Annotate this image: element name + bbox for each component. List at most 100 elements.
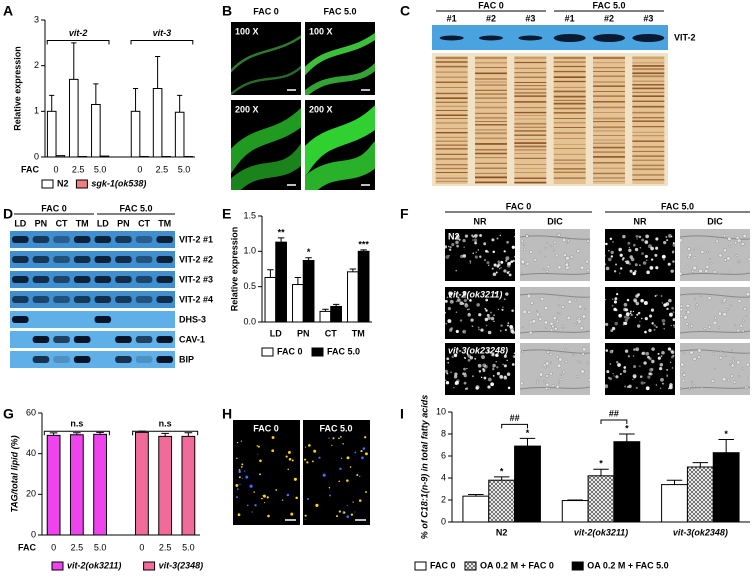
error-bar — [693, 463, 708, 467]
lipid-droplet — [472, 375, 474, 377]
lipid-droplet — [651, 258, 653, 260]
lipid-droplet — [488, 331, 492, 335]
granule — [570, 256, 573, 259]
lipid-droplet — [670, 269, 673, 272]
lipid-droplet — [660, 363, 664, 367]
lipid-droplet — [476, 252, 477, 253]
significance-mark: * — [526, 428, 530, 438]
significance-mark: * — [599, 459, 603, 469]
lipid-droplet — [480, 328, 483, 331]
lipid-droplet — [630, 270, 633, 273]
blot-band — [115, 236, 132, 243]
lipid-droplet — [620, 267, 622, 269]
granule — [704, 327, 706, 329]
lipid-droplet — [446, 372, 448, 374]
signal-dot — [305, 515, 307, 517]
lipid-droplet — [635, 263, 638, 266]
lipid-droplet — [498, 309, 499, 310]
lipid-droplet — [449, 328, 452, 331]
granule — [544, 306, 548, 310]
granule — [588, 378, 591, 381]
granule — [587, 240, 590, 243]
granule — [568, 300, 572, 304]
lipid-droplet — [672, 260, 674, 262]
lipid-droplet — [617, 363, 621, 367]
bar — [348, 272, 359, 322]
lipid-droplet — [612, 373, 614, 375]
lipid-droplet — [662, 383, 664, 385]
granule — [723, 298, 726, 301]
granule — [742, 368, 744, 370]
bar — [56, 156, 65, 157]
lipid-droplet — [466, 387, 468, 389]
fluorescence-image — [233, 420, 300, 525]
legend-swatch — [312, 348, 323, 356]
lipid-droplet — [492, 364, 496, 368]
lipid-droplet — [622, 235, 625, 238]
lipid-droplet — [497, 263, 500, 266]
granule — [694, 298, 696, 300]
granule — [586, 260, 589, 263]
granule — [734, 241, 737, 244]
signal-dot — [271, 449, 274, 452]
lipid-droplet — [656, 384, 657, 385]
lipid-droplet — [485, 250, 488, 253]
granule — [746, 316, 747, 317]
x-tick-label: 5.0 — [94, 542, 107, 552]
signal-dot — [365, 491, 367, 493]
lipid-droplet — [619, 273, 620, 274]
granule — [548, 349, 549, 350]
lipid-droplet — [478, 329, 480, 331]
granule — [522, 351, 524, 353]
lipid-droplet — [646, 260, 647, 261]
signal-dot — [263, 495, 266, 498]
granule — [682, 379, 685, 382]
blot-band — [136, 256, 153, 263]
lipid-droplet — [612, 350, 614, 352]
y-tick-label: 8 — [441, 428, 446, 438]
lipid-droplet — [512, 363, 515, 366]
signal-dot — [286, 456, 288, 458]
lipid-droplet — [447, 319, 451, 323]
lipid-droplet — [493, 315, 494, 316]
signal-dot — [267, 515, 270, 518]
lipid-droplet — [649, 315, 652, 318]
lipid-droplet — [625, 319, 628, 322]
granule — [561, 352, 563, 354]
lipid-droplet — [509, 273, 512, 276]
signal-dot — [359, 499, 362, 502]
granule — [738, 299, 741, 302]
bar — [562, 501, 588, 522]
bar — [614, 442, 640, 522]
bar — [182, 436, 195, 535]
error-bar — [593, 469, 608, 476]
lipid-droplet — [483, 242, 486, 245]
error-bar — [133, 89, 138, 112]
y-tick-label: 0 — [34, 151, 39, 161]
lipid-droplet — [448, 246, 449, 247]
granule — [582, 315, 586, 319]
lipid-droplet — [638, 312, 641, 315]
lipid-droplet — [445, 380, 446, 381]
granule — [713, 321, 717, 325]
lipid-droplet — [640, 247, 642, 249]
lipid-droplet — [633, 244, 636, 247]
lipid-droplet — [464, 382, 467, 385]
x-tick-label: TM — [352, 328, 365, 338]
lipid-droplet — [648, 329, 651, 332]
lipid-droplet — [636, 314, 638, 316]
x-tick-label: N2 — [496, 527, 508, 537]
lipid-droplet — [663, 259, 665, 261]
lipid-droplet — [643, 261, 647, 265]
granule — [539, 318, 542, 321]
lipid-droplet — [451, 356, 453, 358]
lipid-droplet — [610, 238, 612, 240]
lipid-droplet — [614, 322, 617, 325]
row-label: DHS-3 — [179, 314, 206, 324]
signal-dot — [336, 515, 338, 517]
lipid-droplet — [463, 368, 466, 371]
y-tick-label: 20 — [26, 489, 36, 499]
lipid-droplet — [612, 241, 614, 243]
lipid-droplet — [454, 372, 457, 375]
